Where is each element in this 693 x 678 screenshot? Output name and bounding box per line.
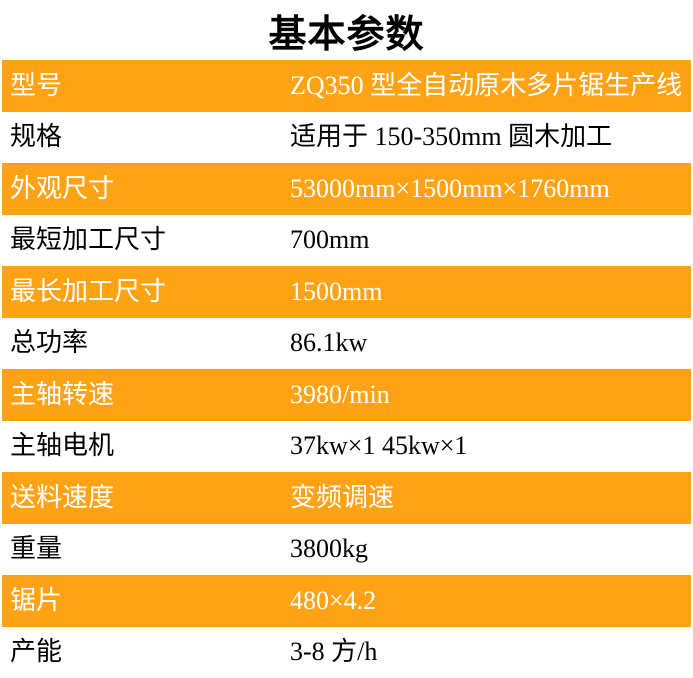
table-row: 最长加工尺寸 1500mm — [2, 266, 691, 318]
param-value: 3-8 方/h — [290, 637, 378, 667]
param-label: 送料速度 — [10, 482, 115, 512]
param-value: 变频调速 — [290, 482, 395, 512]
param-label: 总功率 — [10, 328, 89, 358]
table-row: 总功率 86.1kw — [2, 317, 691, 369]
table-row: 最短加工尺寸 700mm — [2, 214, 691, 266]
table-row: 产能 3-8 方/h — [2, 626, 691, 678]
param-value: 86.1kw — [290, 328, 368, 358]
param-label: 外观尺寸 — [10, 173, 115, 203]
table-row: 规格 适用于 150-350mm 圆木加工 — [2, 111, 691, 163]
param-value: ZQ350 型全自动原木多片锯生产线 — [290, 70, 683, 100]
param-label: 主轴电机 — [10, 431, 115, 461]
param-label: 产能 — [10, 637, 63, 667]
param-value: 1500mm — [290, 276, 383, 306]
table-row: 送料速度 变频调速 — [2, 472, 691, 524]
param-value: 37kw×1 45kw×1 — [290, 431, 468, 461]
param-label: 最长加工尺寸 — [10, 276, 167, 306]
param-label: 规格 — [10, 122, 63, 152]
table-row: 锯片 480×4.2 — [2, 575, 691, 627]
param-value: 53000mm×1500mm×1760mm — [290, 173, 610, 203]
param-label: 型号 — [10, 70, 63, 100]
table-row: 主轴转速 3980/min — [2, 369, 691, 421]
param-value: 480×4.2 — [290, 585, 377, 615]
param-value: 700mm — [290, 225, 370, 255]
param-label: 锯片 — [10, 585, 63, 615]
param-label: 最短加工尺寸 — [10, 225, 167, 255]
param-value: 3980/min — [290, 379, 390, 409]
page-title: 基本参数 — [268, 13, 425, 56]
param-value: 3800kg — [290, 534, 368, 564]
table-row: 重量 3800kg — [2, 523, 691, 575]
param-label: 主轴转速 — [10, 379, 115, 409]
table-row: 主轴电机 37kw×1 45kw×1 — [2, 420, 691, 472]
spec-table: 型号 ZQ350 型全自动原木多片锯生产线 规格 适用于 150-350mm 圆… — [2, 60, 691, 678]
param-label: 重量 — [10, 534, 63, 564]
table-row: 外观尺寸 53000mm×1500mm×1760mm — [2, 163, 691, 215]
param-value: 适用于 150-350mm 圆木加工 — [290, 122, 613, 152]
table-row: 型号 ZQ350 型全自动原木多片锯生产线 — [2, 60, 691, 112]
